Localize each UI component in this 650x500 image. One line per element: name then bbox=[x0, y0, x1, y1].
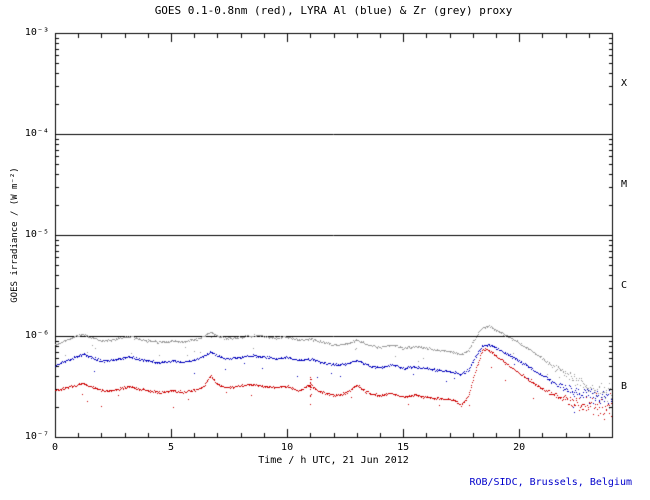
flare-class-label-c: C bbox=[621, 279, 628, 291]
flare-class-label-m: M bbox=[621, 178, 628, 190]
x-tick-label-0: 0 bbox=[51, 442, 59, 453]
chart-title: GOES 0.1-0.8nm (red), LYRA Al (blue) & Z… bbox=[154, 4, 513, 17]
credit-text: ROB/SIDC, Brussels, Belgium bbox=[469, 477, 632, 488]
x-tick-label-20: 20 bbox=[513, 442, 526, 453]
x-axis-title: Time / h UTC, 21 Jun 2012 bbox=[258, 455, 409, 466]
x-tick-label-10: 10 bbox=[281, 442, 294, 453]
y-tick-label-1e-4: 10⁻⁴ bbox=[24, 128, 49, 139]
y-axis-title: GOES irradiance / (W m⁻²) bbox=[10, 167, 20, 303]
flare-class-label-b: B bbox=[621, 380, 628, 392]
y-tick-label-1e-7: 10⁻⁷ bbox=[24, 431, 49, 442]
y-tick-label-1e-5: 10⁻⁵ bbox=[24, 229, 49, 240]
y-tick-label-1e-3: 10⁻³ bbox=[24, 27, 49, 38]
x-tick-label-15: 15 bbox=[397, 442, 410, 453]
flare-class-label-x: X bbox=[621, 77, 628, 89]
y-tick-label-1e-6: 10⁻⁶ bbox=[24, 330, 49, 341]
x-tick-label-5: 5 bbox=[168, 442, 175, 453]
